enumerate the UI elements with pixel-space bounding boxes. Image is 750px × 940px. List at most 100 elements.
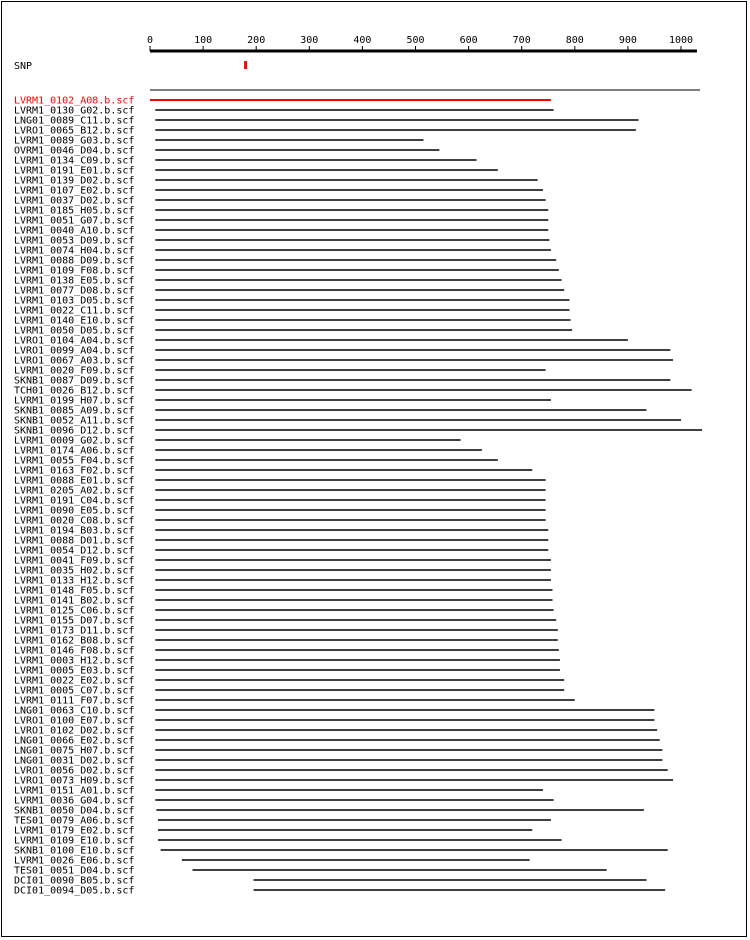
read-name[interactable]: LVRM1_0146_F08.b.scf [14,646,134,657]
read-row[interactable]: LVRM1_0020_F09.b.scf [14,366,546,377]
read-row[interactable]: LVRO1_0102_D02.b.scf [14,726,658,737]
read-row[interactable]: LVRM1_0139_D02.b.scf [14,176,538,187]
read-name[interactable]: LVRM1_0205_A02.b.scf [14,486,134,497]
read-row[interactable]: LVRO1_0065_B12.b.scf [14,126,636,137]
read-row[interactable]: LVRO1_0056_D02.b.scf [14,766,668,777]
read-name[interactable]: SKNB1_0052_A11.b.scf [14,416,134,427]
read-row[interactable]: TES01_0051_D04.b.scf [14,866,607,877]
read-row[interactable]: LVRM1_0140_E10.b.scf [14,316,571,327]
read-name[interactable]: LVRM1_0077_D08.b.scf [14,286,134,297]
read-row[interactable]: LVRM1_0185_H05.b.scf [14,206,549,217]
read-row[interactable]: LVRM1_0179_E02.b.scf [14,826,533,837]
read-row[interactable]: SKNB1_0096_D12.b.scf [14,426,702,437]
read-name[interactable]: LVRM1_0194_B03.b.scf [14,526,134,537]
read-row[interactable]: LVRM1_0053_D09.b.scf [14,236,550,247]
read-row[interactable]: LVRM1_0194_B03.b.scf [14,526,549,537]
read-row[interactable]: LVRM1_0037_D02.b.scf [14,196,546,207]
read-name[interactable]: LNG01_0063_C10.b.scf [14,706,134,717]
read-name[interactable]: LVRM1_0138_E05.b.scf [14,276,134,287]
read-name[interactable]: LVRM1_0179_E02.b.scf [14,826,134,837]
read-row[interactable]: LNG01_0089_C11.b.scf [14,116,639,127]
read-row[interactable]: LVRM1_0088_D01.b.scf [14,536,549,547]
read-row[interactable]: LVRM1_0162_B08.b.scf [14,636,558,647]
read-row[interactable]: LVRM1_0055_F04.b.scf [14,456,498,467]
read-name[interactable]: LVRM1_0163_F02.b.scf [14,466,134,477]
read-row[interactable]: LVRO1_0099_A04.b.scf [14,346,671,357]
read-name[interactable]: LNG01_0075_H07.b.scf [14,746,134,757]
read-row[interactable]: LVRM1_0054_D12.b.scf [14,546,549,557]
read-row[interactable]: LVRM1_0020_C08.b.scf [14,516,546,527]
read-row[interactable]: LNG01_0066_E02.b.scf [14,736,660,747]
read-row[interactable]: SKNB1_0100_E10.b.scf [14,846,668,857]
read-name[interactable]: LVRM1_0102_A08.b.scf [14,96,134,107]
read-row[interactable]: TES01_0079_A06.b.scf [14,816,551,827]
read-name[interactable]: LVRM1_0089_G03.b.scf [14,136,134,147]
read-name[interactable]: LVRM1_0191_C04.b.scf [14,496,134,507]
read-row[interactable]: LVRM1_0022_E02.b.scf [14,676,565,687]
read-name[interactable]: LVRM1_0162_B08.b.scf [14,636,134,647]
read-row[interactable]: LVRM1_0146_F08.b.scf [14,646,559,657]
read-name[interactable]: LVRM1_0133_H12.b.scf [14,576,134,587]
read-name[interactable]: LVRM1_0151_A01.b.scf [14,786,134,797]
read-name[interactable]: LVRM1_0125_C06.b.scf [14,606,134,617]
read-row[interactable]: LVRM1_0130_G02.b.scf [14,106,554,117]
read-row[interactable]: LVRM1_0041_F09.b.scf [14,556,551,567]
read-name[interactable]: LVRM1_0074_H04.b.scf [14,246,134,257]
read-name[interactable]: OVRM1_0046_D04.b.scf [14,146,134,157]
read-name[interactable]: LVRM1_0020_F09.b.scf [14,366,134,377]
read-row[interactable]: LVRM1_0134_C09.b.scf [14,156,477,167]
read-name[interactable]: LVRM1_0109_E10.b.scf [14,836,134,847]
read-name[interactable]: LVRM1_0140_E10.b.scf [14,316,134,327]
read-name[interactable]: LVRM1_0155_D07.b.scf [14,616,134,627]
read-row[interactable]: LVRM1_0050_D05.b.scf [14,326,573,337]
read-name[interactable]: LNG01_0031_D02.b.scf [14,756,134,767]
read-row-highlighted[interactable]: LVRM1_0102_A08.b.scf [14,96,551,107]
read-name[interactable]: TES01_0051_D04.b.scf [14,866,134,877]
read-name[interactable]: LVRO1_0099_A04.b.scf [14,346,134,357]
read-row[interactable]: LVRM1_0074_H04.b.scf [14,246,551,257]
read-name[interactable]: LVRM1_0037_D02.b.scf [14,196,134,207]
read-row[interactable]: LVRM1_0005_E03.b.scf [14,666,560,677]
read-row[interactable]: LVRM1_0109_E10.b.scf [14,836,562,847]
read-name[interactable]: LVRO1_0073_H09.b.scf [14,776,134,787]
read-name[interactable]: LNG01_0066_E02.b.scf [14,736,134,747]
read-name[interactable]: LVRM1_0107_E02.b.scf [14,186,134,197]
read-row[interactable]: LNG01_0075_H07.b.scf [14,746,663,757]
read-name[interactable]: LVRM1_0055_F04.b.scf [14,456,134,467]
read-row[interactable]: LVRM1_0009_G02.b.scf [14,436,461,447]
read-row[interactable]: LVRM1_0138_E05.b.scf [14,276,562,287]
read-name[interactable]: LVRM1_0148_F05.b.scf [14,586,134,597]
read-row[interactable]: LVRM1_0151_A01.b.scf [14,786,543,797]
read-row[interactable]: LVRM1_0148_F05.b.scf [14,586,553,597]
read-row[interactable]: LVRM1_0035_H02.b.scf [14,566,551,577]
read-name[interactable]: LVRM1_0003_H12.b.scf [14,656,134,667]
read-name[interactable]: LVRO1_0102_D02.b.scf [14,726,134,737]
read-row[interactable]: LVRM1_0003_H12.b.scf [14,656,560,667]
read-row[interactable]: LNG01_0031_D02.b.scf [14,756,663,767]
read-row[interactable]: LVRM1_0077_D08.b.scf [14,286,565,297]
read-row[interactable]: LVRM1_0141_B02.b.scf [14,596,553,607]
read-row[interactable]: LVRM1_0173_D11.b.scf [14,626,558,637]
read-row[interactable]: LVRM1_0205_A02.b.scf [14,486,546,497]
read-row[interactable]: LVRM1_0090_E05.b.scf [14,506,546,517]
read-name[interactable]: LVRO1_0065_B12.b.scf [14,126,134,137]
read-name[interactable]: LVRM1_0005_E03.b.scf [14,666,134,677]
read-row[interactable]: LVRM1_0199_H07.b.scf [14,396,551,407]
read-name[interactable]: LVRM1_0111_F07.b.scf [14,696,134,707]
read-name[interactable]: SKNB1_0085_A09.b.scf [14,406,134,417]
read-name[interactable]: LVRM1_0088_D09.b.scf [14,256,134,267]
read-row[interactable]: SKNB1_0085_A09.b.scf [14,406,647,417]
read-row[interactable]: LVRM1_0088_D09.b.scf [14,256,557,267]
read-row[interactable]: LVRM1_0103_D05.b.scf [14,296,570,307]
read-row[interactable]: DCI01_0090_B05.b.scf [14,876,647,887]
read-row[interactable]: LVRM1_0040_A10.b.scf [14,226,549,237]
read-name[interactable]: LVRM1_0090_E05.b.scf [14,506,134,517]
read-name[interactable]: LVRM1_0185_H05.b.scf [14,206,134,217]
read-name[interactable]: LVRO1_0056_D02.b.scf [14,766,134,777]
read-name[interactable]: LVRM1_0134_C09.b.scf [14,156,134,167]
read-name[interactable]: LVRM1_0026_E06.b.scf [14,856,134,867]
read-row[interactable]: LVRM1_0036_G04.b.scf [14,796,554,807]
read-name[interactable]: LVRM1_0054_D12.b.scf [14,546,134,557]
read-row[interactable]: LVRM1_0026_E06.b.scf [14,856,530,867]
read-row[interactable]: LVRO1_0067_A03.b.scf [14,356,674,367]
